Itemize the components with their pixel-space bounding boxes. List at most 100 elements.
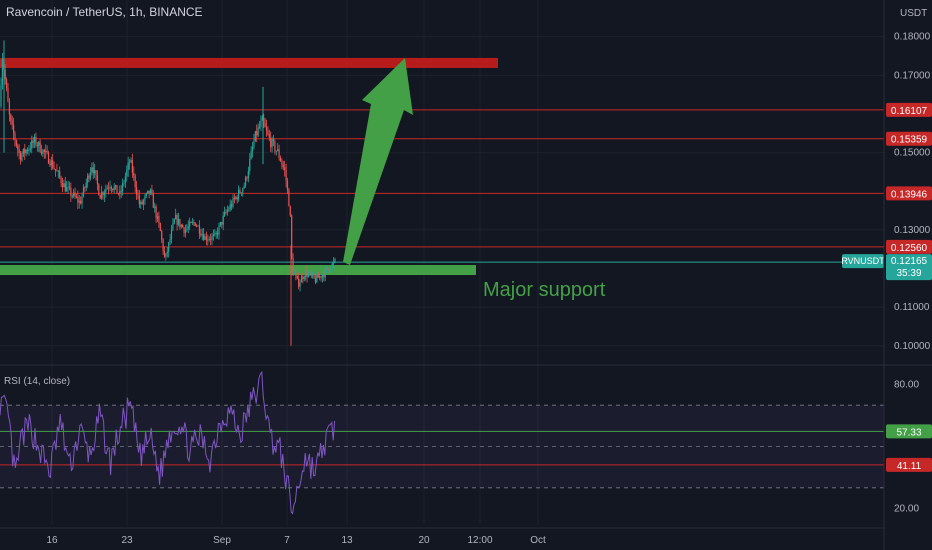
candle[interactable] [29, 141, 31, 153]
candle[interactable] [147, 190, 149, 195]
candle[interactable] [232, 194, 234, 209]
candle[interactable] [124, 172, 126, 188]
candle[interactable] [264, 118, 266, 128]
candle[interactable] [46, 145, 48, 155]
candle[interactable] [170, 224, 173, 244]
candle[interactable] [334, 257, 336, 264]
candle[interactable] [316, 271, 318, 284]
candle[interactable] [282, 160, 284, 171]
candle[interactable] [278, 144, 280, 161]
candle[interactable] [148, 190, 150, 199]
candle[interactable] [326, 266, 328, 273]
candle[interactable] [162, 238, 164, 256]
candle[interactable] [194, 222, 196, 227]
candle[interactable] [18, 144, 20, 160]
candle[interactable] [205, 231, 208, 246]
candle[interactable] [42, 148, 44, 158]
candle[interactable] [267, 126, 269, 136]
candle[interactable] [223, 206, 226, 218]
candle[interactable] [21, 151, 23, 162]
candle[interactable] [45, 144, 47, 159]
candle[interactable] [240, 192, 242, 197]
candle[interactable] [324, 265, 326, 282]
candle[interactable] [309, 271, 311, 277]
candle[interactable] [179, 218, 181, 230]
candle[interactable] [101, 185, 103, 200]
candle[interactable] [68, 181, 71, 191]
candle[interactable] [94, 163, 96, 179]
candle[interactable] [225, 208, 227, 215]
candle[interactable] [33, 133, 36, 149]
candle[interactable] [279, 155, 282, 162]
candle[interactable] [246, 176, 248, 182]
candle[interactable] [247, 166, 249, 183]
candle[interactable] [292, 253, 294, 277]
candle[interactable] [221, 221, 223, 229]
candle[interactable] [12, 117, 15, 141]
candle[interactable] [142, 198, 145, 211]
candle[interactable] [233, 194, 235, 204]
candle[interactable] [149, 188, 152, 196]
candle[interactable] [151, 184, 153, 196]
candle[interactable] [268, 129, 270, 142]
candle[interactable] [289, 205, 291, 218]
candle[interactable] [288, 187, 290, 207]
candle[interactable] [200, 228, 202, 238]
candle[interactable] [61, 177, 64, 193]
candle[interactable] [201, 228, 203, 241]
candle[interactable] [196, 223, 198, 228]
candle[interactable] [321, 274, 324, 283]
candle[interactable] [85, 178, 87, 192]
candle[interactable] [106, 184, 108, 190]
candle[interactable] [180, 224, 182, 229]
candle[interactable] [251, 141, 254, 158]
candle[interactable] [302, 272, 304, 284]
candle[interactable] [130, 157, 132, 164]
candle[interactable] [242, 187, 244, 197]
candle[interactable] [173, 218, 175, 225]
candle[interactable] [25, 148, 27, 157]
candle[interactable] [66, 181, 68, 192]
candle[interactable] [53, 161, 55, 170]
candle[interactable] [22, 148, 24, 158]
candle[interactable] [1, 52, 3, 90]
candle[interactable] [331, 262, 333, 271]
candle[interactable] [312, 271, 314, 279]
candle[interactable] [260, 115, 262, 132]
candle[interactable] [154, 202, 156, 213]
candle[interactable] [128, 158, 131, 170]
candle[interactable] [319, 271, 321, 281]
candle[interactable] [299, 279, 301, 292]
candle[interactable] [237, 185, 240, 202]
candle[interactable] [261, 115, 263, 121]
candle[interactable] [222, 211, 224, 231]
candle[interactable] [176, 213, 178, 231]
candle[interactable] [19, 150, 22, 165]
candle[interactable] [127, 156, 129, 177]
candle[interactable] [239, 187, 241, 194]
candle[interactable] [113, 183, 115, 194]
candle[interactable] [244, 175, 247, 188]
candle[interactable] [217, 227, 219, 239]
candle[interactable] [328, 269, 331, 275]
candle[interactable] [84, 186, 86, 193]
candle[interactable] [82, 184, 85, 198]
candle[interactable] [177, 212, 180, 227]
candle[interactable] [317, 271, 319, 278]
candle[interactable] [249, 153, 251, 175]
candle[interactable] [11, 115, 13, 130]
candle[interactable] [184, 224, 187, 238]
candle[interactable] [145, 192, 147, 199]
candle[interactable] [49, 159, 51, 168]
candle[interactable] [32, 136, 34, 148]
candle[interactable] [109, 180, 111, 192]
candle[interactable] [110, 185, 113, 193]
candle[interactable] [295, 268, 297, 281]
candle[interactable] [78, 194, 80, 209]
candle[interactable] [95, 170, 97, 181]
candle[interactable] [211, 232, 213, 246]
candle[interactable] [182, 223, 184, 228]
candle[interactable] [144, 193, 146, 205]
candle[interactable] [296, 275, 298, 280]
